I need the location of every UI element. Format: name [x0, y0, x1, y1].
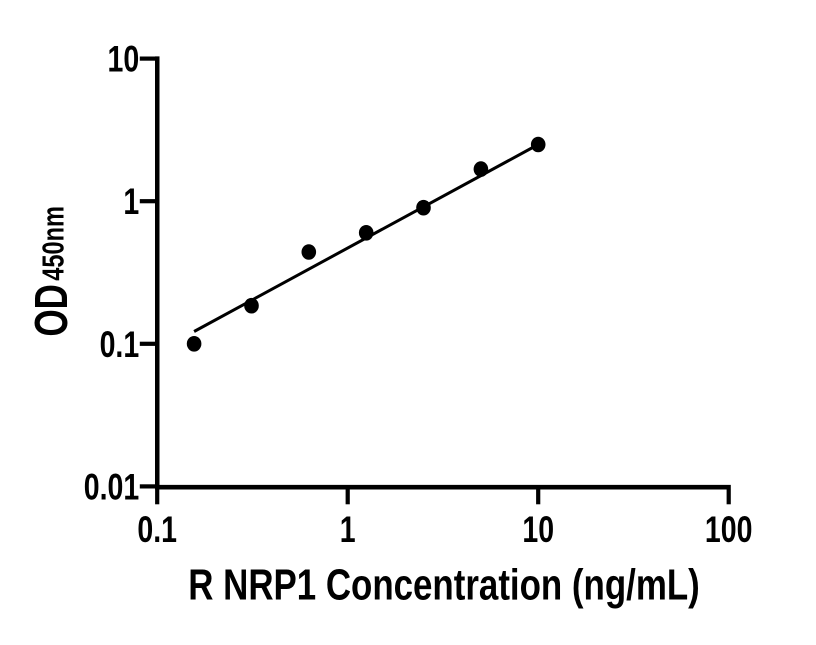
y-tick-label-1: 1	[123, 182, 139, 224]
x-tick-label-10: 10	[522, 509, 554, 551]
data-point-3	[301, 244, 317, 260]
y-tick-label-0.1: 0.1	[100, 324, 140, 366]
x-axis-title: R NRP1 Concentration (ng/mL)	[188, 561, 699, 610]
y-axis-title: OD 450nm	[25, 206, 77, 336]
x-tick-label-1: 1	[340, 509, 356, 551]
y-axis-title-subscript: 450nm	[35, 206, 70, 281]
data-point-1	[186, 336, 202, 352]
x-tick-label-0.1: 0.1	[137, 509, 177, 551]
y-tick-label-10: 10	[107, 39, 139, 81]
x-tick-label-100: 100	[705, 509, 753, 551]
fit-line	[193, 143, 539, 333]
y-tick-label-0.01: 0.01	[84, 467, 139, 509]
y-axis-title-main: OD	[25, 284, 77, 336]
